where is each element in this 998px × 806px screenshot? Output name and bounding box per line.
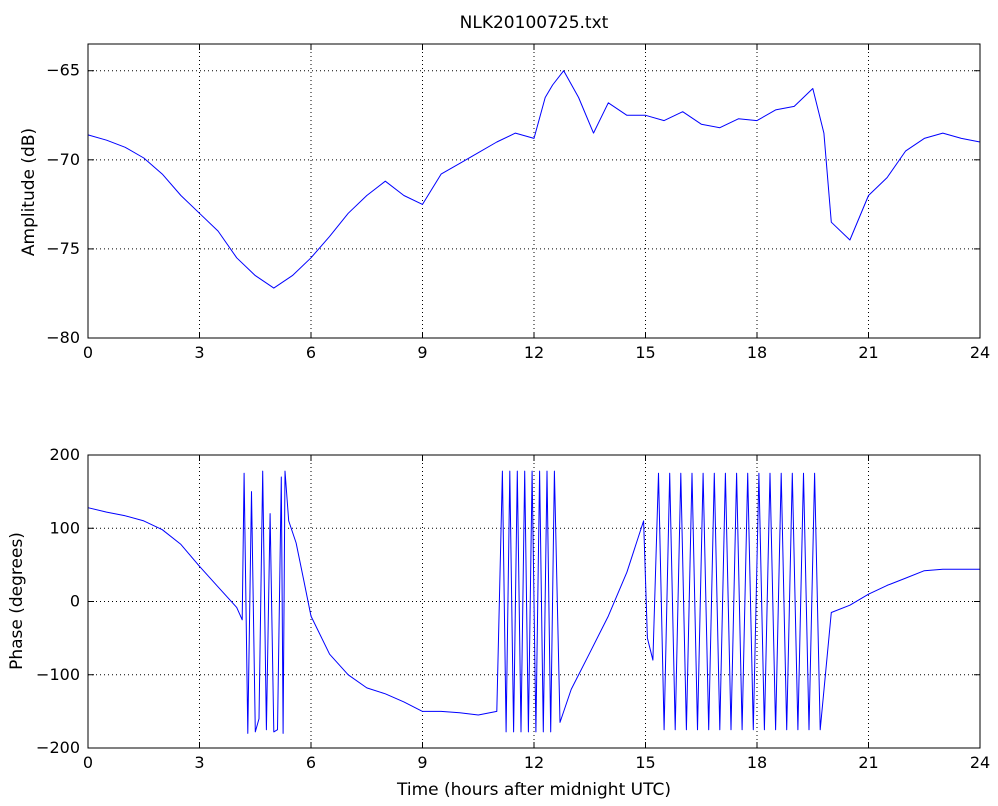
phase-series-line: [87, 470, 980, 734]
amplitude-x-tick-label: 6: [306, 343, 316, 362]
phase-y-tick-label: 100: [49, 518, 80, 537]
amplitude-x-tick-label: 24: [970, 343, 990, 362]
phase-x-tick-label: 6: [306, 753, 316, 772]
amplitude-x-tick-label: 9: [417, 343, 427, 362]
phase-x-axis-label: Time (hours after midnight UTC): [396, 780, 671, 800]
phase-x-tick-label: 18: [747, 753, 767, 772]
phase-y-axis-label: Phase (degrees): [7, 532, 27, 670]
phase-y-tick-label: −100: [36, 665, 80, 684]
phase-x-tick-label: 9: [417, 753, 427, 772]
chart-title: NLK20100725.txt: [460, 13, 609, 33]
amplitude-panel: 0 3 6 9 12 15 18 21 24 −80 −75 −70 −65: [46, 43, 990, 362]
amplitude-x-tick-label: 3: [194, 343, 204, 362]
phase-panel: 0 3 6 9 12 15 18 21 24 −200 −100 0 100 200: [36, 445, 990, 772]
phase-x-tick-label: 0: [83, 753, 93, 772]
amplitude-x-tick-label: 0: [83, 343, 93, 362]
amplitude-y-axis-label: Amplitude (dB): [19, 128, 39, 256]
phase-y-tick-label: −200: [36, 738, 80, 757]
phase-x-tick-label: 21: [858, 753, 878, 772]
amplitude-y-tick-label: −70: [46, 150, 80, 169]
amplitude-x-tick-label: 21: [858, 343, 878, 362]
phase-x-tick-label: 3: [194, 753, 204, 772]
amplitude-x-tick-label: 12: [524, 343, 544, 362]
phase-y-tick-label: 0: [70, 592, 80, 611]
phase-y-tick-label: 200: [49, 445, 80, 464]
phase-x-tick-label: 24: [970, 753, 990, 772]
amplitude-y-tick-label: −75: [46, 239, 80, 258]
amplitude-y-tick-label: −80: [46, 328, 80, 347]
phase-x-tick-label: 12: [524, 753, 544, 772]
amplitude-series-line: [87, 70, 981, 289]
amplitude-x-tick-label: 18: [747, 343, 767, 362]
amplitude-x-tick-label: 15: [635, 343, 655, 362]
phase-x-tick-label: 15: [635, 753, 655, 772]
amplitude-y-tick-label: −65: [46, 61, 80, 80]
